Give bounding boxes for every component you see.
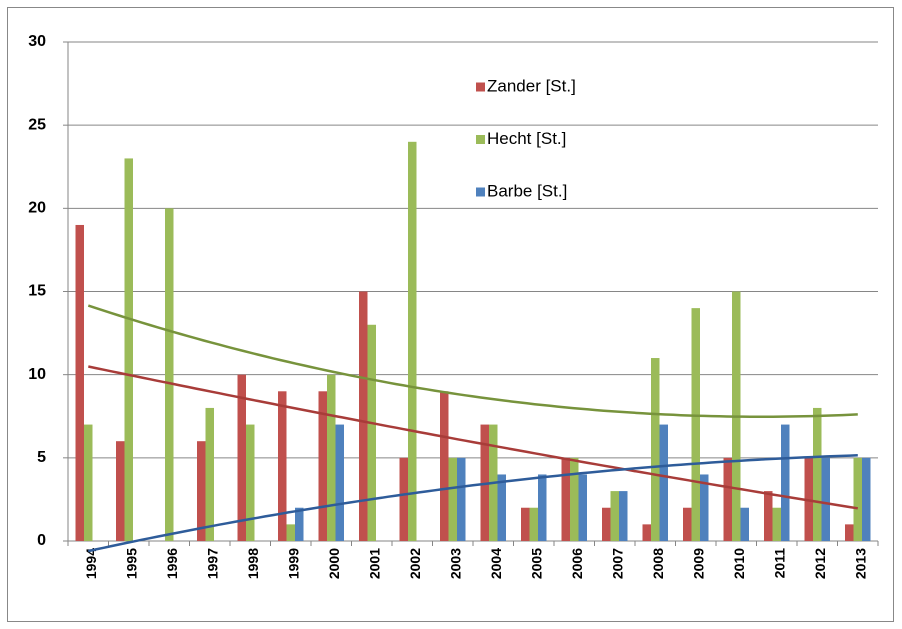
x-tick-label: 2005: [528, 548, 544, 579]
bar: [165, 208, 174, 542]
bar: [764, 491, 773, 541]
legend-label: Barbe [St.]: [487, 181, 567, 200]
legend-label: Hecht [St.]: [487, 129, 566, 148]
bar: [448, 457, 457, 541]
bar: [197, 441, 206, 541]
legend-swatch: [476, 187, 485, 197]
bar: [521, 507, 530, 541]
x-tick-label: 2001: [366, 548, 382, 579]
bar: [529, 507, 538, 541]
bar: [821, 457, 830, 541]
x-tick-label: 1996: [164, 548, 180, 579]
bar: [286, 524, 295, 541]
legend-swatch: [476, 135, 485, 144]
x-tick-label: 1997: [204, 548, 220, 579]
bar: [237, 374, 246, 541]
bar: [497, 474, 506, 541]
bar: [570, 457, 579, 541]
bar: [691, 308, 700, 541]
x-tick-label: 2013: [852, 548, 868, 579]
bar: [367, 324, 376, 541]
x-tick-label: 1999: [285, 548, 301, 579]
bar: [700, 474, 709, 541]
bar: [124, 158, 133, 541]
bar: [399, 457, 408, 541]
legend-swatch: [476, 82, 485, 92]
bar: [610, 491, 619, 541]
bar: [781, 424, 790, 541]
x-tick-label: 2006: [569, 548, 585, 579]
bar: [457, 457, 466, 541]
bar: [205, 407, 214, 541]
bar: [408, 141, 417, 542]
x-tick-label: 1994: [83, 548, 99, 579]
bar: [651, 358, 660, 541]
bar: [84, 424, 93, 541]
bar: [318, 391, 327, 541]
trend-line: [87, 304, 858, 418]
bar: [327, 374, 336, 541]
bar: [359, 291, 368, 541]
bar: [75, 224, 84, 541]
bar: [602, 507, 611, 541]
bar: [561, 457, 570, 541]
bar: [578, 474, 587, 541]
x-tick-label: 2010: [731, 548, 747, 579]
x-tick-label: 2009: [690, 548, 706, 579]
trend-line: [88, 365, 858, 510]
y-tick-label: 5: [37, 449, 46, 466]
bar: [295, 507, 304, 541]
x-tick-label: 2007: [609, 548, 625, 579]
bar: [772, 507, 781, 541]
bar: [246, 424, 255, 541]
bar: [335, 424, 344, 541]
y-tick-label: 0: [37, 532, 46, 549]
bar: [538, 474, 547, 541]
x-tick-label: 2012: [812, 548, 828, 579]
bar: [853, 457, 862, 541]
bar: [619, 491, 628, 541]
bar: [659, 424, 668, 541]
x-tick-label: 1995: [123, 548, 139, 579]
bar: [116, 441, 125, 541]
legend-label: Zander [St.]: [487, 76, 576, 95]
x-tick-label: 1998: [245, 548, 261, 579]
y-tick-label: 10: [28, 366, 46, 383]
y-tick-label: 30: [28, 33, 46, 50]
x-tick-label: 2000: [326, 548, 342, 579]
bar: [723, 457, 732, 541]
y-tick-label: 25: [28, 116, 46, 133]
bar: [642, 524, 651, 541]
x-tick-label: 2004: [488, 548, 504, 579]
x-tick-label: 2008: [650, 548, 666, 579]
y-tick-label: 15: [28, 283, 46, 300]
y-tick-label: 20: [28, 200, 46, 217]
bar: [683, 507, 692, 541]
bar: [440, 391, 449, 541]
x-tick-label: 2002: [407, 548, 423, 579]
trend-line: [88, 454, 858, 553]
bar: [813, 407, 822, 541]
bar: [845, 524, 854, 541]
x-tick-label: 2003: [447, 548, 463, 579]
bar: [278, 391, 287, 541]
bar: [862, 457, 871, 541]
bar: [740, 507, 749, 541]
x-tick-label: 2011: [771, 548, 787, 579]
